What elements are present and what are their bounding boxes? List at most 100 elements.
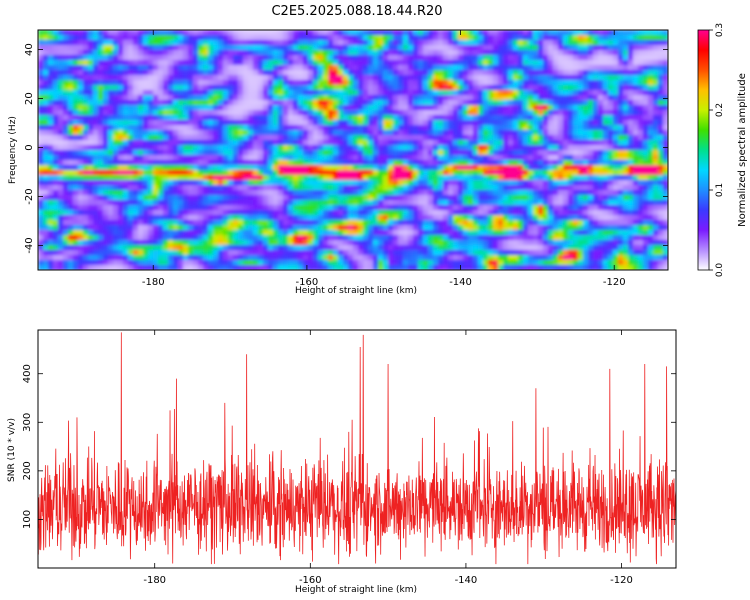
spectrogram-cell xyxy=(353,170,359,176)
spectrogram-cell xyxy=(648,120,654,126)
spectrogram-cell xyxy=(168,170,174,176)
spectrogram-cell xyxy=(428,100,434,106)
spectrogram-cell xyxy=(618,120,624,126)
spectrogram-cell xyxy=(393,115,399,121)
spectrogram-cell xyxy=(118,200,124,206)
spectrogram-cell xyxy=(553,160,559,166)
spectrogram-cell xyxy=(88,80,94,86)
spectrogram-cell xyxy=(488,70,494,76)
spectrogram-cell xyxy=(528,195,534,201)
spectrogram-cell xyxy=(453,110,459,116)
spectrogram-cell xyxy=(663,35,668,41)
spectrogram-cell xyxy=(308,175,314,181)
spectrogram-cell xyxy=(438,70,444,76)
spectrogram-cell xyxy=(473,35,479,41)
spectrogram-cell xyxy=(398,165,404,171)
spectrogram-cell xyxy=(658,35,664,41)
spectrogram-cell xyxy=(423,35,429,41)
spectrogram-cell xyxy=(138,115,144,121)
spectrogram-cell xyxy=(473,200,479,206)
spectrogram-cell xyxy=(438,185,444,191)
spectrogram-cell xyxy=(373,65,379,71)
spectrogram-cell xyxy=(288,220,294,226)
spectrogram-cell xyxy=(123,220,129,226)
spectrogram-cell xyxy=(88,65,94,71)
spectrogram-cell xyxy=(208,180,214,186)
spectrogram-cell xyxy=(648,140,654,146)
spectrogram-cell xyxy=(333,105,339,111)
spectrogram-cell xyxy=(338,130,344,136)
spectrogram-cell xyxy=(108,220,114,226)
spectrogram-cell xyxy=(173,80,179,86)
spectrogram-cell xyxy=(198,35,204,41)
spectrogram-cell xyxy=(73,55,79,61)
spectrogram-cell xyxy=(443,150,449,156)
spectrogram-cell xyxy=(518,215,524,221)
spectrogram-cell xyxy=(233,145,239,151)
spectrogram-cell xyxy=(583,120,589,126)
spectrogram-cell xyxy=(658,200,664,206)
spectrogram-cell xyxy=(378,180,384,186)
spectrogram-cell xyxy=(413,210,419,216)
spectrogram-cell xyxy=(203,75,209,81)
spectrogram-cell xyxy=(443,130,449,136)
spectrogram-cell xyxy=(573,155,579,161)
spectrogram-cell xyxy=(363,115,369,121)
spectrogram-cell xyxy=(43,175,49,181)
spectrogram-cell xyxy=(233,185,239,191)
spectrogram-cell xyxy=(373,115,379,121)
spectrogram-cell xyxy=(268,170,274,176)
spectrogram-cell xyxy=(578,35,584,41)
spectrogram-cell xyxy=(573,80,579,86)
spectrogram-cell xyxy=(73,165,79,171)
spectrogram-cell xyxy=(58,45,64,51)
spectrogram-cell xyxy=(143,190,149,196)
spectrogram-cell xyxy=(323,190,329,196)
spectrogram-cell xyxy=(473,140,479,146)
spectrogram-cell xyxy=(38,80,44,86)
spectrogram-cell xyxy=(643,65,649,71)
spectrogram-cell xyxy=(328,195,334,201)
spectrogram-cell xyxy=(263,185,269,191)
spectrogram-cell xyxy=(358,60,364,66)
spectrogram-cell xyxy=(388,95,394,101)
spectrogram-cell xyxy=(498,115,504,121)
spectrogram-cell xyxy=(548,210,554,216)
spectrogram-cell xyxy=(108,105,114,111)
spectrogram-cell xyxy=(48,130,54,136)
spectrogram-cell xyxy=(593,125,599,131)
spectrogram-cell xyxy=(158,180,164,186)
spectrogram-cell xyxy=(173,175,179,181)
spectrogram-cell xyxy=(258,65,264,71)
spectrogram-cell xyxy=(248,35,254,41)
spectrogram-cell xyxy=(93,80,99,86)
spectrogram-cell xyxy=(178,70,184,76)
spectrogram-cell xyxy=(608,55,614,61)
spectrogram-cell xyxy=(498,160,504,166)
spectrogram-cell xyxy=(583,65,589,71)
spectrogram-cell xyxy=(513,30,519,36)
spectrogram-cell xyxy=(478,30,484,36)
spectrogram-cell xyxy=(488,30,494,36)
spectrogram-cell xyxy=(628,85,634,91)
spectrogram-cell xyxy=(483,180,489,186)
spectrogram-cell xyxy=(223,50,229,56)
spectrogram-cell xyxy=(158,150,164,156)
spectrogram-cell xyxy=(193,95,199,101)
spectrogram-cell xyxy=(53,35,59,41)
spectrogram-cell xyxy=(458,80,464,86)
spectrogram-cell xyxy=(613,135,619,141)
spectrogram-cell xyxy=(458,140,464,146)
spectrogram-cell xyxy=(138,35,144,41)
spectrogram-cell xyxy=(628,210,634,216)
spectrogram-cell xyxy=(623,100,629,106)
spectrogram-cell xyxy=(578,85,584,91)
spectrogram-cell xyxy=(503,205,509,211)
spectrogram-cell xyxy=(628,220,634,226)
spectrogram-cell xyxy=(643,200,649,206)
spectrogram-cell xyxy=(128,150,134,156)
spectrogram-cell xyxy=(503,45,509,51)
spectrogram-cell xyxy=(328,145,334,151)
spectrogram-cell xyxy=(468,185,474,191)
spectrogram-cell xyxy=(108,175,114,181)
